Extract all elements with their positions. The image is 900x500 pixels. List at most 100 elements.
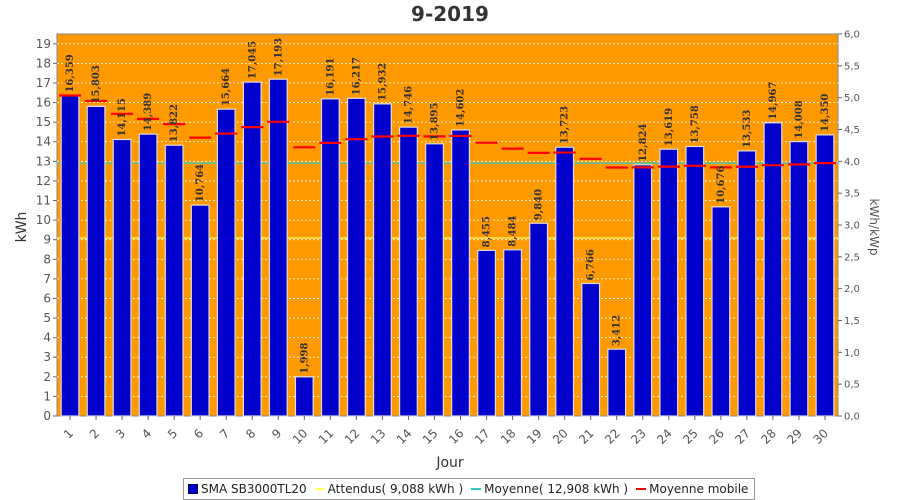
y-tick-label: 18	[36, 56, 51, 70]
legend-swatch-production	[188, 484, 198, 494]
bar	[633, 164, 653, 417]
x-tick-label: 11	[316, 426, 337, 447]
x-tick-label: 29	[784, 426, 805, 447]
bar	[477, 249, 497, 417]
x-tick-label: 28	[758, 426, 779, 447]
x-tick-label: 10	[290, 426, 311, 447]
bar	[86, 105, 106, 417]
x-tick-label: 30	[810, 426, 831, 447]
x-tick-label: 22	[602, 426, 623, 447]
bar	[607, 348, 627, 417]
bar	[529, 222, 549, 417]
bar	[320, 98, 340, 417]
bar	[60, 94, 80, 417]
y2-tick-label: 1,5	[844, 316, 860, 327]
bar	[581, 282, 601, 417]
bar	[711, 206, 731, 417]
y2-tick-label: 3,0	[844, 221, 860, 232]
y-tick-label: 19	[36, 37, 51, 51]
x-tick-label: 13	[368, 426, 389, 447]
bar-value-label: 9,840	[534, 189, 545, 220]
x-tick-label: 26	[706, 426, 727, 447]
legend-label-average: Moyenne( 12,908 kWh )	[484, 482, 629, 496]
y-tick-label: 12	[36, 174, 51, 188]
bar-value-label: 14,967	[768, 81, 779, 119]
y-tick-label: 15	[36, 115, 51, 129]
bar	[372, 103, 392, 417]
bar-value-label: 13,822	[169, 104, 180, 142]
y-axis-title: kWh	[14, 212, 30, 243]
y-tick-label: 7	[43, 272, 51, 286]
bar-value-label: 13,723	[560, 106, 571, 144]
bar	[268, 78, 288, 417]
bar-value-label: 1,998	[299, 343, 310, 374]
y2-tick-label: 4,5	[844, 125, 860, 136]
y-tick-label: 0	[43, 409, 51, 423]
bar-value-label: 15,803	[91, 65, 102, 103]
x-tick-label: 1	[61, 426, 76, 441]
bar	[242, 81, 262, 417]
bar-value-label: 8,455	[482, 216, 493, 247]
bar-value-label: 16,217	[351, 57, 362, 95]
legend-item-moving-average: Moyenne mobile	[636, 482, 748, 496]
bar-value-label: 14,008	[794, 100, 805, 138]
x-tick-label: 19	[524, 426, 545, 447]
legend-label-expected: Attendus( 9,088 kWh )	[327, 482, 464, 496]
y-tick-label: 13	[36, 154, 51, 168]
x-tick-label: 2	[87, 426, 102, 441]
y2-tick-label: 5,0	[844, 93, 860, 104]
x-tick-label: 25	[680, 426, 701, 447]
y-tick-label: 10	[36, 213, 51, 227]
bar	[138, 133, 158, 417]
bar-series	[60, 78, 835, 417]
x-tick-label: 9	[269, 426, 284, 441]
bar-value-label: 10,764	[195, 164, 206, 202]
legend-swatch-expected	[314, 488, 325, 490]
x-tick-label: 27	[732, 426, 753, 447]
bar	[763, 122, 783, 417]
bar	[398, 126, 418, 417]
bar-value-label: 14,350	[820, 94, 831, 132]
x-tick-label: 15	[420, 426, 441, 447]
bar	[789, 140, 809, 417]
bar	[294, 376, 314, 417]
y-tick-label: 3	[43, 350, 51, 364]
y-tick-label: 9	[43, 233, 51, 247]
bar	[112, 138, 132, 417]
x-tick-label: 6	[191, 426, 206, 441]
bar-value-label: 14,115	[117, 98, 128, 136]
bar	[503, 249, 523, 417]
legend-item-production: SMA SB3000TL20	[188, 482, 307, 496]
x-axis-title: Jour	[435, 455, 464, 471]
bar-value-label: 16,359	[65, 54, 76, 92]
bar	[216, 108, 236, 417]
legend-item-expected: Attendus( 9,088 kWh )	[314, 482, 464, 496]
y-tick-label: 14	[36, 135, 51, 149]
x-tick-label: 3	[113, 426, 128, 441]
plot-area	[56, 33, 839, 417]
x-tick-label: 12	[342, 426, 363, 447]
x-tick-label: 5	[165, 426, 180, 441]
bar-value-label: 13,758	[690, 105, 701, 143]
legend-swatch-average	[471, 488, 482, 490]
x-tick-label: 8	[243, 426, 258, 441]
x-tick-label: 16	[446, 426, 467, 447]
bar-value-label: 8,484	[508, 215, 519, 246]
legend: SMA SB3000TL20 Attendus( 9,088 kWh ) Moy…	[183, 478, 756, 500]
y-tick-label: 4	[43, 331, 51, 345]
bar-value-label: 17,045	[247, 41, 258, 79]
data-labels: 16,359 15,803 14,115 14,389 13,822 10,764 15,6…	[65, 38, 831, 374]
y-tick-label: 5	[43, 311, 51, 325]
x-tick-label: 18	[498, 426, 519, 447]
bar	[659, 148, 679, 417]
bar-value-label: 14,389	[143, 93, 154, 131]
moving-average-series	[59, 94, 836, 169]
y-tick-label: 2	[43, 370, 51, 384]
y2-tick-label: 0,5	[844, 380, 860, 391]
legend-label-moving-average: Moyenne mobile	[649, 482, 749, 496]
bar	[815, 134, 835, 417]
bar	[555, 146, 575, 417]
y2-tick-label: 0,0	[844, 412, 860, 423]
y2-tick-label: 5,5	[844, 61, 860, 72]
